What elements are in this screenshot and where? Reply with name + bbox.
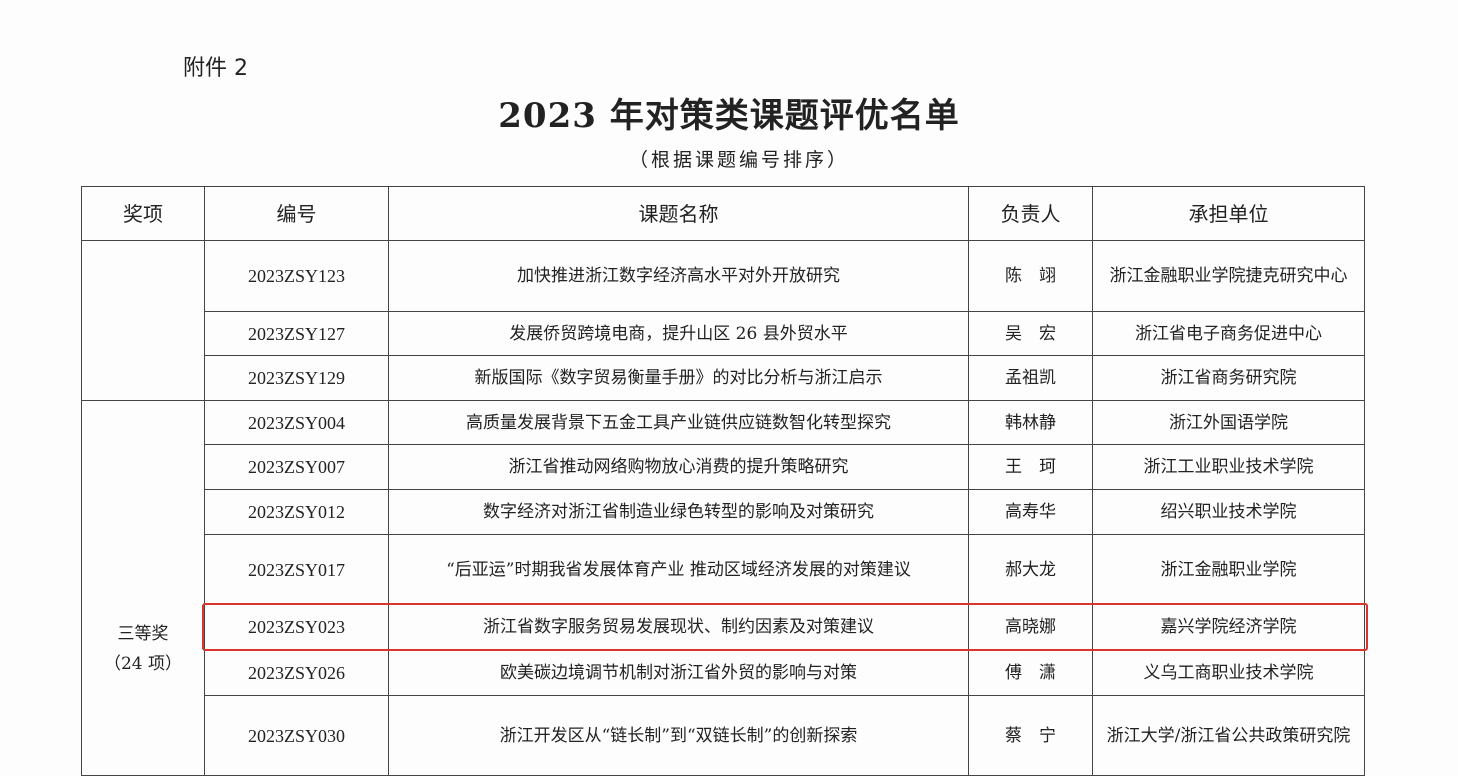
- cell-name: 浙江开发区从“链长制”到“双链长制”的创新探索: [388, 695, 969, 776]
- cell-unit: 浙江外国语学院: [1092, 400, 1365, 445]
- cell-unit: 浙江金融职业学院捷克研究中心: [1092, 240, 1365, 312]
- cell-code: 2023ZSY004: [204, 400, 389, 445]
- table-row: 2023ZSY023 浙江省数字服务贸易发展现状、制约因素及对策建议 高晓娜 嘉兴学院…: [82, 604, 1365, 650]
- cell-leader: 高晓娜: [968, 604, 1093, 650]
- cell-code: 2023ZSY129: [204, 355, 389, 401]
- cell-name: 浙江省数字服务贸易发展现状、制约因素及对策建议: [388, 604, 969, 650]
- table-row: 2023ZSY026 欧美碳边境调节机制对浙江省外贸的影响与对策傅 潇义乌工商职业…: [82, 649, 1365, 696]
- header-award: 奖项: [81, 186, 205, 241]
- table-row: 2023ZSY123 加快推进浙江数字经济高水平对外开放研究陈 翊浙江金融职业学院…: [81, 240, 1365, 401]
- attachment-label: 附件 2: [183, 56, 248, 81]
- header-leader: 负责人: [968, 186, 1093, 241]
- cell-leader: 韩林静: [968, 400, 1093, 445]
- header-code: 编号: [204, 186, 389, 241]
- cell-unit: 浙江金融职业学院: [1092, 534, 1365, 605]
- cell-code: 2023ZSY030: [204, 695, 389, 776]
- cell-name: 发展侨贸跨境电商，提升山区 26 县外贸水平: [388, 311, 969, 356]
- document-subtitle: （根据课题编号排序）: [628, 149, 849, 171]
- cell-leader: 吴 宏: [968, 311, 1093, 356]
- cell-code: 2023ZSY017: [204, 534, 389, 605]
- award-level: 三等奖: [117, 624, 169, 644]
- document-title: 2023 年对策类课题评优名单: [498, 96, 960, 136]
- table-row: 2023ZSY012 数字经济对浙江省制造业绿色转型的影响及对策研究 高寿华 绍兴职业…: [82, 489, 1365, 535]
- award-cell: 三等奖 （24 项）: [81, 400, 205, 776]
- cell-leader: 郝大龙: [968, 534, 1093, 605]
- cell-leader: 陈 翊: [968, 240, 1093, 312]
- cell-code: 2023ZSY127: [204, 311, 389, 356]
- cell-code: 2023ZSY023: [204, 604, 389, 650]
- cell-name: 浙江省推动网络购物放心消费的提升策略研究: [388, 444, 969, 490]
- cell-name: 数字经济对浙江省制造业绿色转型的影响及对策研究: [388, 489, 969, 535]
- cell-name: 新版国际《数字贸易衡量手册》的对比分析与浙江启示: [388, 355, 969, 401]
- cell-name: “后亚运”时期我省发展体育产业 推动区域经济发展的对策建议: [388, 534, 969, 605]
- cell-leader: 傅 潇: [968, 649, 1093, 696]
- award-cell: [81, 240, 205, 401]
- table-header-row: 奖项 编号 课题名称 负责人 承担单位: [81, 186, 1365, 241]
- cell-unit: 浙江工业职业技术学院: [1092, 444, 1365, 490]
- cell-code: 2023ZSY026: [204, 649, 389, 696]
- cell-unit: 浙江大学/浙江省公共政策研究院: [1092, 695, 1365, 776]
- cell-unit: 嘉兴学院经济学院: [1092, 604, 1365, 650]
- award-count: （24 项）: [103, 654, 183, 674]
- table-row: 2023ZSY129 新版国际《数字贸易衡量手册》的对比分析与浙江启示 孟祖凯 浙江省…: [82, 355, 1365, 401]
- cell-unit: 浙江省电子商务促进中心: [1092, 311, 1365, 356]
- cell-code: 2023ZSY012: [204, 489, 389, 535]
- award-table: 奖项 编号 课题名称 负责人 承担单位 2023ZSY123 加快推进浙江数字经济…: [81, 186, 1365, 776]
- header-unit: 承担单位: [1092, 186, 1365, 241]
- cell-unit: 绍兴职业技术学院: [1092, 489, 1365, 535]
- cell-unit: 浙江省商务研究院: [1092, 355, 1365, 401]
- table-row: 2023ZSY017 “后亚运”时期我省发展体育产业 推动区域经济发展的对策建议郝…: [82, 534, 1365, 605]
- cell-leader: 孟祖凯: [968, 355, 1093, 401]
- cell-code: 2023ZSY123: [204, 240, 389, 312]
- cell-name: 高质量发展背景下五金工具产业链供应链数智化转型探究: [388, 400, 969, 445]
- cell-leader: 蔡 宁: [968, 695, 1093, 776]
- cell-unit: 义乌工商职业技术学院: [1092, 649, 1365, 696]
- table-row: 三等奖 （24 项） 2023ZSY004 高质量发展背景下五金工具产业链供应链数智化…: [81, 400, 1365, 776]
- cell-name: 加快推进浙江数字经济高水平对外开放研究: [388, 240, 969, 312]
- cell-leader: 高寿华: [968, 489, 1093, 535]
- table-row: 2023ZSY127 发展侨贸跨境电商，提升山区 26 县外贸水平吴 宏浙江省电子…: [82, 311, 1365, 356]
- header-name: 课题名称: [388, 186, 969, 241]
- table-row: 2023ZSY007 浙江省推动网络购物放心消费的提升策略研究王 珂浙江工业职业技…: [82, 444, 1365, 490]
- cell-leader: 王 珂: [968, 444, 1093, 490]
- table-row: 2023ZSY030 浙江开发区从“链长制”到“双链长制”的创新探索蔡 宁浙江大学…: [82, 695, 1365, 776]
- cell-code: 2023ZSY007: [204, 444, 389, 490]
- cell-name: 欧美碳边境调节机制对浙江省外贸的影响与对策: [388, 649, 969, 696]
